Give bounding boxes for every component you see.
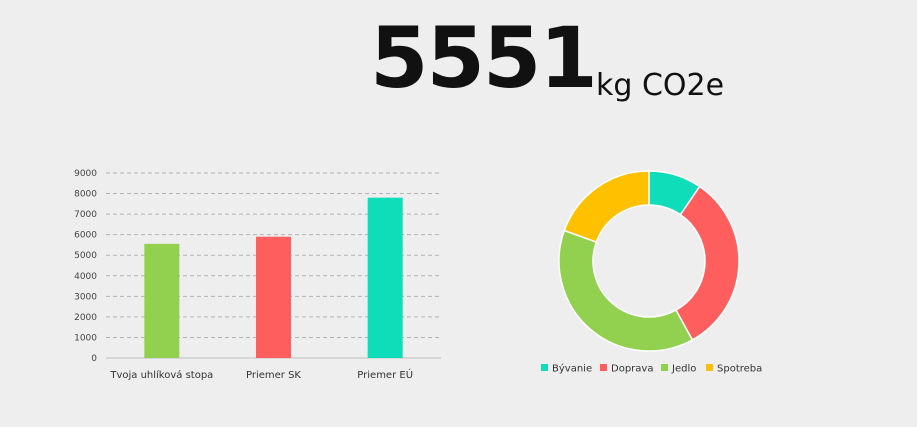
bar [144,243,180,358]
legend-swatch [706,364,713,371]
legend-label: Bývanie [552,363,592,375]
legend-label: Spotreba [717,364,762,375]
legend-label: Jedlo [671,364,696,375]
total-headline: 5551 kg CO2e [0,0,917,110]
y-tick-label: 0 [91,354,97,364]
bar [256,236,291,358]
legend-swatch [600,364,607,371]
y-tick-label: 2000 [74,313,97,323]
y-tick-label: 1000 [74,333,97,343]
y-tick-label: 3000 [74,292,97,302]
donut-slice [674,185,740,341]
x-category-label: Tvoja uhlíková stopa [109,369,213,381]
y-tick-label: 5000 [74,251,97,261]
y-tick-label: 7000 [74,210,97,220]
x-category-label: Priemer EÚ [357,368,413,381]
total-unit: kg CO2e [596,68,725,103]
legend-swatch [661,364,668,371]
y-tick-label: 9000 [74,169,97,179]
x-category-label: Priemer SK [246,370,301,381]
donut-slice [563,170,650,243]
bar [367,197,403,358]
legend-label: Doprava [611,364,653,375]
y-tick-label: 8000 [74,190,97,200]
y-tick-label: 6000 [74,231,97,241]
legend-swatch [541,364,548,371]
donut-slice [558,229,694,352]
total-value: 5551 [370,9,598,107]
y-tick-label: 4000 [74,272,97,282]
